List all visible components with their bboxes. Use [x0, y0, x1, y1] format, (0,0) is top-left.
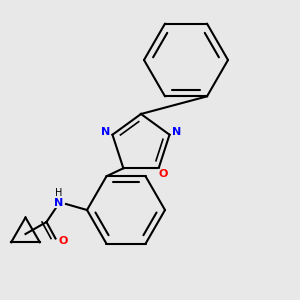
Text: N: N: [101, 128, 110, 137]
Text: H: H: [55, 188, 62, 199]
Text: O: O: [58, 236, 68, 247]
Text: N: N: [54, 197, 63, 208]
Text: O: O: [158, 169, 168, 179]
Text: N: N: [172, 128, 181, 137]
